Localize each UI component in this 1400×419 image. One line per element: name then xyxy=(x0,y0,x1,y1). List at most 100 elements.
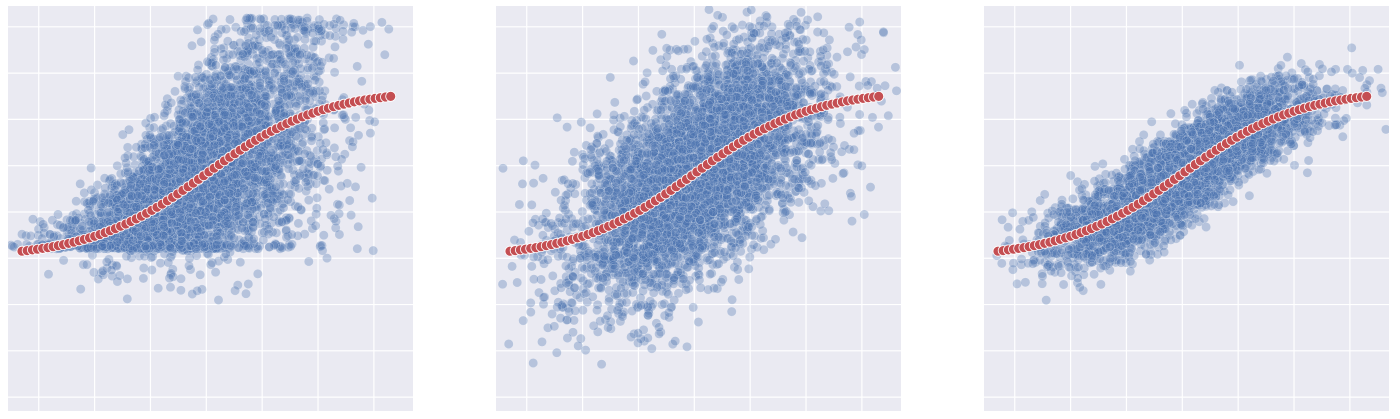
scatter-point xyxy=(209,207,219,218)
scatter-point xyxy=(248,44,259,55)
scatter-point xyxy=(212,147,223,158)
scatter-point xyxy=(240,155,250,166)
scatter-point xyxy=(195,229,205,239)
scatter-point xyxy=(241,288,251,299)
scatter-point xyxy=(302,168,313,179)
scatter-point xyxy=(249,121,259,132)
scatter-point xyxy=(167,130,177,140)
scatter-point xyxy=(244,243,255,254)
scatter-point xyxy=(206,108,217,118)
scatter-point xyxy=(124,124,134,135)
scatter-point xyxy=(207,61,218,72)
scatter-point xyxy=(186,226,196,237)
scatter-point xyxy=(258,97,269,108)
scatter-point xyxy=(187,240,197,251)
scatter-point xyxy=(193,131,203,142)
scatter-point xyxy=(383,24,394,34)
scatter-point xyxy=(88,201,98,211)
scatter-point xyxy=(292,18,303,29)
scatter-point xyxy=(315,240,326,251)
scatter-point xyxy=(283,163,294,174)
scatter-point xyxy=(202,138,213,149)
scatter-point xyxy=(196,37,207,47)
scatter-point xyxy=(151,187,162,198)
scatter-point xyxy=(326,210,336,221)
scatter-point xyxy=(105,239,116,250)
scatter-point xyxy=(250,161,261,172)
scatter-point xyxy=(192,216,203,227)
scatter-point xyxy=(252,105,263,115)
scatter-point xyxy=(209,188,219,199)
scatter-point xyxy=(211,69,222,80)
scatter-point xyxy=(125,235,136,246)
scatter-point xyxy=(254,99,265,110)
scatter-point xyxy=(242,118,253,129)
scatter-point xyxy=(254,34,265,45)
scatter-point xyxy=(153,283,164,294)
scatter-point xyxy=(243,128,253,139)
scatter-point xyxy=(159,166,169,177)
scatter-point xyxy=(231,223,242,234)
scatter-point xyxy=(268,59,279,69)
scatter-point xyxy=(295,77,306,88)
scatter-point xyxy=(128,186,139,197)
scatter-point xyxy=(342,178,353,189)
scatter-point xyxy=(77,221,88,231)
scatter-point xyxy=(187,289,198,299)
scatter-point xyxy=(238,158,248,168)
scatter-point xyxy=(194,98,204,108)
scatter-point xyxy=(182,240,193,251)
scatter-point xyxy=(352,243,363,254)
scatter-point xyxy=(107,271,118,281)
scatter-point xyxy=(199,138,210,149)
scatter-point xyxy=(258,50,269,60)
scatter-point xyxy=(187,199,198,210)
scatter-point xyxy=(185,142,196,152)
scatter-point xyxy=(208,14,218,24)
scatter-point xyxy=(184,159,195,169)
scatter-point xyxy=(180,153,191,164)
scatter-point xyxy=(138,263,149,273)
scatter-point xyxy=(185,216,196,227)
scatter-point xyxy=(283,242,294,253)
scatter-point xyxy=(101,257,112,267)
scatter-point xyxy=(204,119,214,129)
scatter-point xyxy=(335,15,345,26)
scatter-point xyxy=(329,123,340,133)
scatter-point xyxy=(53,209,63,220)
scatter-point xyxy=(84,243,95,254)
scatter-point xyxy=(33,230,44,241)
scatter-point xyxy=(149,112,160,123)
scatter-point xyxy=(285,189,296,200)
scatter-point xyxy=(191,202,202,213)
scatter-point xyxy=(266,147,276,158)
scatter-point xyxy=(240,39,251,50)
scatter-point xyxy=(106,265,117,276)
scatter-point xyxy=(188,167,199,177)
scatter-point xyxy=(230,197,241,207)
scatter-point xyxy=(231,169,242,180)
scatter-point xyxy=(177,199,188,210)
scatter-point xyxy=(175,211,186,221)
scatter-point xyxy=(52,219,63,230)
scatter-panel-1 xyxy=(8,6,413,411)
scatter-point xyxy=(219,222,229,233)
scatter-point xyxy=(257,45,268,56)
scatter-point xyxy=(117,129,128,140)
scatter-point xyxy=(208,175,219,186)
scatter-point xyxy=(140,182,151,192)
scatter-point xyxy=(260,66,271,76)
scatter-point xyxy=(161,152,171,163)
scatter-point xyxy=(219,183,229,194)
scatter-point xyxy=(189,145,199,156)
scatter-point xyxy=(145,177,156,188)
scatter-point xyxy=(174,243,185,254)
scatter-point xyxy=(318,117,329,128)
scatter-point xyxy=(209,184,219,194)
scatter-point xyxy=(254,67,265,78)
scatter-point xyxy=(187,193,198,204)
scatter-point xyxy=(301,81,311,92)
scatter-point xyxy=(183,220,194,230)
scatter-point xyxy=(218,215,229,225)
scatter-point xyxy=(196,230,207,240)
